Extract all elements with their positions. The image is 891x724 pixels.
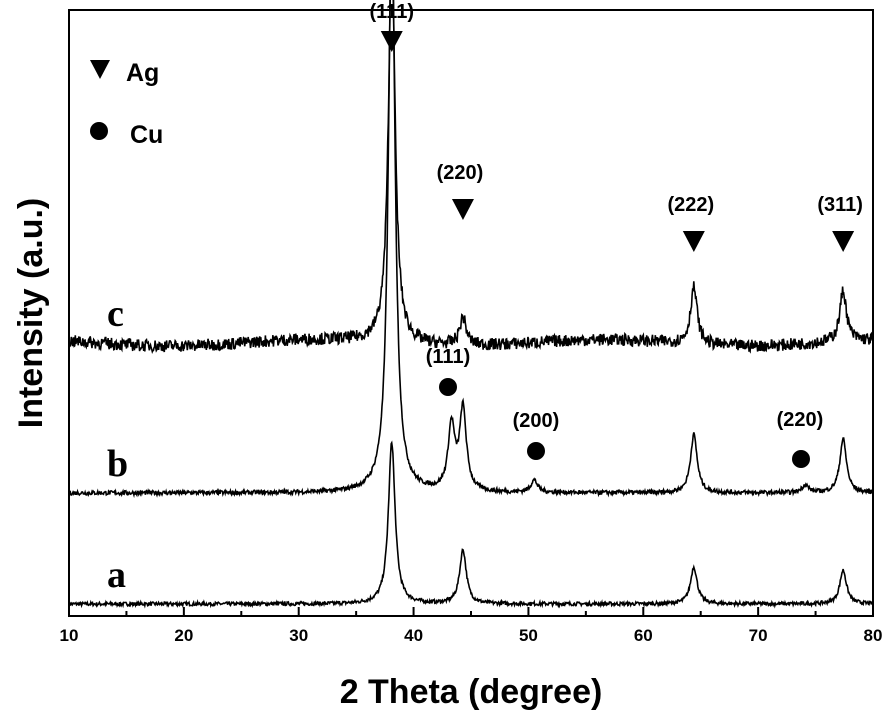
trace-label-c: c	[107, 293, 124, 335]
cu-peak-marker	[792, 450, 810, 468]
cu-peak-label: (200)	[513, 410, 560, 432]
y-axis-title: Intensity (a.u.)	[12, 198, 50, 428]
trace-label-b: b	[107, 443, 128, 485]
legend-label-cu: Cu	[130, 121, 163, 149]
x-tick-label: 70	[749, 626, 768, 645]
x-tick-label: 20	[174, 626, 193, 645]
ag-peak-label: (220)	[437, 162, 484, 184]
x-axis-title: 2 Theta (degree)	[340, 673, 603, 711]
legend: Ag Cu	[90, 59, 163, 149]
trace-label-a: a	[107, 554, 126, 596]
legend-cu-circle-marker	[90, 122, 108, 140]
ag-peak-marker	[451, 199, 474, 220]
x-tick-label: 10	[60, 626, 79, 645]
x-tick-label: 80	[864, 626, 883, 645]
peak-annotations: (111) (220) (222) (311) (111) (200) (220)	[370, 1, 863, 468]
ag-peak-marker	[380, 31, 403, 52]
x-tick-label: 60	[634, 626, 653, 645]
plot-frame	[68, 9, 874, 617]
x-tick-label: 30	[289, 626, 308, 645]
x-tick-label: 50	[519, 626, 538, 645]
ag-peak-marker	[832, 231, 855, 252]
trace-c	[68, 0, 874, 355]
cu-peak-label: (111)	[426, 346, 470, 368]
ag-peak-label: (311)	[817, 194, 863, 216]
cu-peak-marker	[439, 378, 457, 396]
trace-a	[68, 440, 874, 609]
ag-peak-label: (111)	[370, 1, 414, 23]
cu-peak-label: (220)	[777, 409, 824, 431]
cu-peak-marker	[527, 442, 545, 460]
x-tick-label: 40	[404, 626, 423, 645]
legend-label-ag: Ag	[126, 59, 159, 87]
trace-b	[68, 0, 874, 499]
legend-ag-triangle-marker	[90, 60, 110, 79]
x-axis-ticks: 10 20 30 40 50 60 70 80	[60, 607, 883, 645]
ag-peak-label: (222)	[667, 194, 714, 216]
ag-peak-marker	[682, 231, 705, 252]
diffraction-traces: a b c	[68, 0, 874, 609]
